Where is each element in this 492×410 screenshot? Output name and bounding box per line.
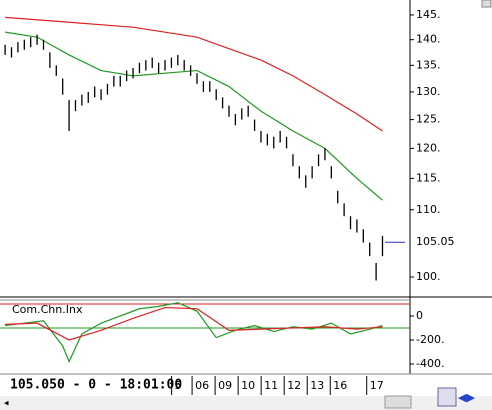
line-series	[5, 16, 383, 132]
y-tick-label: 130.	[416, 85, 441, 98]
y-tick-label: 125.	[416, 113, 441, 126]
x-tick-label: 13	[310, 379, 324, 392]
status-box	[8, 376, 176, 395]
line-series	[5, 306, 383, 341]
nav-arrows[interactable]: ◀▶	[458, 391, 475, 404]
indicator-title: Com.Chn.Inx	[12, 303, 83, 316]
x-tick-label: 11	[264, 379, 278, 392]
line-series	[5, 31, 383, 201]
scrollbar[interactable]	[0, 396, 492, 410]
scroll-left[interactable]: ◂	[4, 399, 9, 409]
y-tick-label: 135.	[416, 58, 441, 71]
scroll-button[interactable]	[384, 395, 412, 409]
line-series	[5, 302, 383, 364]
status-text: 105.050 - 0 - 18:01:00	[10, 378, 182, 393]
x-tick-label: 06	[195, 379, 209, 392]
x-tick-label: 5	[175, 379, 182, 392]
x-tick-label: 10	[241, 379, 255, 392]
y-tick-label: 0	[416, 309, 423, 322]
y-tick-label: 140.	[416, 33, 441, 46]
last-price-label: 105.05	[416, 235, 455, 248]
x-tick-label: 09	[218, 379, 232, 392]
y-tick-label: 115.	[416, 171, 441, 184]
x-tick-label: 12	[287, 379, 301, 392]
y-tick-label: -400.	[416, 357, 444, 370]
y-tick-label: 120.	[416, 141, 441, 154]
y-tick-label: 145.	[416, 8, 441, 21]
y-tick-label: 100.	[416, 270, 441, 283]
y-tick-label: 110.	[416, 203, 441, 216]
tool-button[interactable]	[437, 387, 457, 407]
corner-button[interactable]	[481, 0, 492, 8]
y-tick-label: -200.	[416, 333, 444, 346]
x-tick-label: 17	[370, 379, 384, 392]
x-tick-label: 16	[333, 379, 347, 392]
